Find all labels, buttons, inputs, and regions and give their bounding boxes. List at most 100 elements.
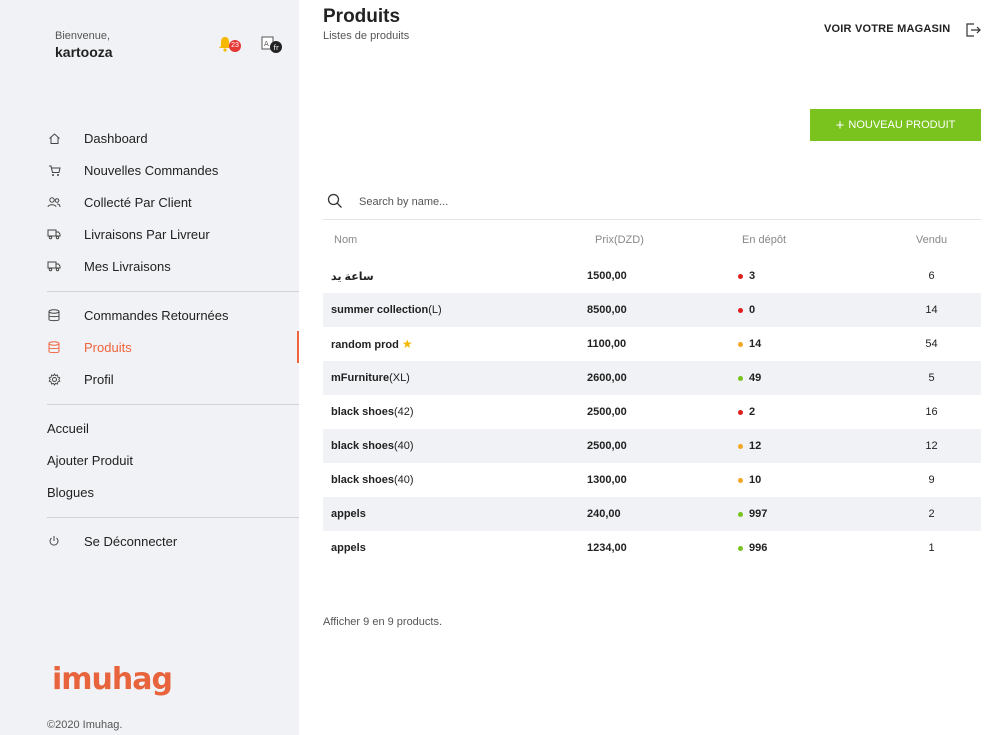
view-store-link[interactable]: VOIR VOTRE MAGASIN — [824, 23, 951, 35]
nav-dashboard[interactable]: Dashboard — [0, 122, 299, 154]
product-variant: (42) — [393, 406, 414, 418]
nav-mes-livraisons[interactable]: Mes Livraisons — [0, 250, 299, 282]
stock-quantity: 12 — [749, 440, 762, 452]
logout-nav: Se Déconnecter — [0, 525, 299, 557]
truck-icon — [47, 227, 61, 241]
stock-status-dot — [738, 545, 743, 551]
gear-icon — [47, 372, 61, 386]
table-header: Nom Prix(DZD) En dépôt Vendu — [323, 221, 981, 259]
table-row[interactable]: ساعة يد 1500,00 3 6 — [323, 259, 981, 293]
column-header-depot[interactable]: En dépôt — [742, 234, 787, 246]
table-row[interactable]: black shoes(42) 2500,00 2 16 — [323, 395, 981, 429]
cell-depot: 0 — [734, 304, 882, 316]
column-header-nom[interactable]: Nom — [334, 234, 358, 246]
nav-ajouter-produit[interactable]: Ajouter Produit — [47, 452, 133, 468]
table-row[interactable]: mFurniture(XL) 2600,00 49 5 — [323, 361, 981, 395]
nav-livraisons-par-livreur[interactable]: Livraisons Par Livreur — [0, 218, 299, 250]
nav-divider — [47, 404, 299, 405]
table-row[interactable]: summer collection(L) 8500,00 0 14 — [323, 293, 981, 327]
cell-prix: 8500,00 — [587, 304, 627, 316]
notifications-button[interactable]: 23 — [218, 36, 241, 54]
nav-label: Produits — [84, 339, 132, 355]
nav-label: Profil — [84, 371, 114, 387]
cell-nom: random prod ★ — [323, 337, 587, 351]
product-name: appels — [331, 508, 366, 520]
nav-commandes-retournees[interactable]: Commandes Retournées — [0, 299, 299, 331]
cell-nom: mFurniture(XL) — [323, 372, 587, 384]
nav-produits[interactable]: Produits — [0, 331, 299, 363]
cell-vendu: 12 — [925, 440, 938, 452]
stock-status-dot — [738, 273, 743, 279]
main-nav: Dashboard Nouvelles Commandes Collecté P… — [0, 122, 299, 282]
brand-logo: imuhag — [52, 662, 173, 697]
products-table: Nom Prix(DZD) En dépôt Vendu ساعة يد 1500… — [323, 221, 981, 565]
users-icon — [47, 195, 61, 209]
nav-label: Se Déconnecter — [84, 533, 178, 549]
svg-text:fr: fr — [274, 44, 279, 52]
product-name: appels — [331, 542, 366, 554]
cell-nom: appels — [323, 542, 587, 554]
nav-divider — [47, 517, 299, 518]
greeting: Bienvenue, kartooza — [55, 30, 113, 60]
product-variant: (L) — [428, 304, 442, 316]
table-row[interactable]: black shoes(40) 2500,00 12 12 — [323, 429, 981, 463]
language-switcher[interactable]: A fr — [261, 35, 283, 55]
cell-depot: 997 — [734, 508, 882, 520]
nav-profil[interactable]: Profil — [0, 363, 299, 395]
column-header-vendu[interactable]: Vendu — [915, 234, 948, 246]
stock-status-dot — [738, 477, 743, 483]
product-variant: (40) — [393, 474, 414, 486]
stock-status-dot — [738, 375, 743, 381]
nav-divider — [47, 291, 299, 292]
nav-collecte-par-client[interactable]: Collecté Par Client — [0, 186, 299, 218]
cell-prix: 1234,00 — [587, 542, 627, 554]
database-icon — [47, 308, 61, 322]
cell-prix: 240,00 — [587, 508, 621, 520]
cell-depot: 3 — [734, 270, 882, 282]
search-icon — [327, 193, 345, 211]
cell-vendu: 1 — [928, 542, 935, 554]
cell-prix: 2600,00 — [587, 372, 627, 384]
nav-label: Collecté Par Client — [84, 194, 192, 210]
stock-status-dot — [738, 307, 743, 313]
search-bar — [323, 185, 981, 220]
logout-button[interactable]: Se Déconnecter — [0, 525, 299, 557]
database-icon — [47, 340, 61, 354]
username: kartooza — [55, 44, 113, 60]
nav-accueil[interactable]: Accueil — [47, 420, 89, 436]
cell-depot: 49 — [734, 372, 882, 384]
cell-prix: 2500,00 — [587, 440, 627, 452]
truck-icon — [47, 259, 61, 273]
stock-quantity: 2 — [749, 406, 756, 418]
cell-vendu: 5 — [928, 372, 935, 384]
search-input[interactable] — [359, 196, 759, 208]
table-row[interactable]: random prod ★ 1100,00 14 54 — [323, 327, 981, 361]
welcome-text: Bienvenue, — [55, 30, 111, 42]
cell-nom: appels — [323, 508, 587, 520]
cell-nom: black shoes(42) — [323, 406, 587, 418]
product-name: random prod — [331, 339, 399, 351]
cell-prix: 1100,00 — [587, 338, 627, 350]
plus-icon: + — [835, 116, 845, 134]
nav-blogues[interactable]: Blogues — [47, 484, 94, 500]
column-header-prix[interactable]: Prix(DZD) — [595, 234, 644, 246]
table-row[interactable]: appels 1234,00 996 1 — [323, 531, 981, 565]
stock-status-dot — [738, 443, 743, 449]
product-name: black shoes — [331, 406, 394, 418]
cell-prix: 2500,00 — [587, 406, 627, 418]
new-product-button[interactable]: + NOUVEAU PRODUIT — [810, 109, 981, 141]
svg-text:A: A — [264, 40, 269, 48]
power-icon — [47, 534, 61, 548]
bell-icon — [219, 37, 231, 52]
nav-label: Livraisons Par Livreur — [84, 226, 210, 242]
stock-quantity: 996 — [749, 542, 768, 554]
table-row[interactable]: black shoes(40) 1300,00 10 9 — [323, 463, 981, 497]
home-icon — [47, 131, 61, 145]
logout-icon[interactable] — [964, 21, 982, 39]
nav-nouvelles-commandes[interactable]: Nouvelles Commandes — [0, 154, 299, 186]
product-name: black shoes — [331, 474, 394, 486]
table-row[interactable]: appels 240,00 997 2 — [323, 497, 981, 531]
product-name: black shoes — [331, 440, 394, 452]
page-subtitle: Listes de produits — [323, 30, 410, 42]
cell-prix: 1300,00 — [587, 474, 627, 486]
